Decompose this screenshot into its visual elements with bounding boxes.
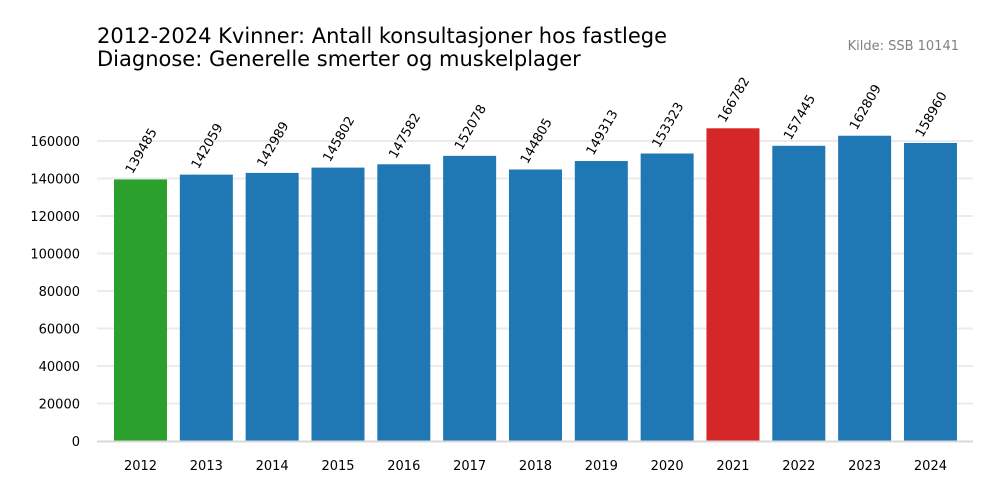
x-tick-label: 2017: [453, 459, 486, 474]
bar-2012: [114, 179, 167, 441]
x-tick-label: 2021: [716, 459, 749, 474]
chart-title: 2012-2024 Kvinner: Antall konsultasjoner…: [97, 24, 667, 48]
bar-2018: [508, 169, 562, 441]
bar-2019: [574, 161, 628, 441]
data-label: 153323: [650, 100, 688, 150]
y-tick-label: 20000: [39, 398, 80, 413]
bar-2016: [377, 164, 431, 441]
x-tick-label: 2020: [651, 459, 684, 474]
x-tick-label: 2016: [387, 459, 420, 474]
y-tick-label: 40000: [39, 360, 80, 375]
data-label: 142989: [255, 119, 293, 169]
x-tick-label: 2019: [585, 459, 618, 474]
data-label: 145802: [320, 114, 358, 164]
y-tick-label: 120000: [30, 210, 80, 225]
bar-2024: [903, 142, 957, 441]
y-tick-label: 80000: [39, 285, 80, 300]
data-label: 152078: [452, 102, 490, 152]
bar-2022: [772, 145, 826, 441]
data-label: 139485: [123, 126, 161, 176]
bar-2015: [311, 167, 365, 441]
data-label: 158960: [913, 89, 951, 139]
y-tick-label: 60000: [39, 323, 80, 338]
data-label: 149313: [584, 108, 622, 158]
data-label: 142059: [189, 121, 227, 171]
bar-2023: [838, 135, 892, 441]
x-tick-label: 2015: [321, 459, 354, 474]
x-tick-label: 2014: [256, 459, 289, 474]
bar-2017: [443, 155, 497, 441]
bar-2013: [179, 174, 233, 441]
data-label: 157445: [781, 92, 819, 142]
bar-2014: [245, 172, 299, 441]
y-tick-label: 160000: [30, 135, 80, 150]
x-tick-label: 2023: [848, 459, 881, 474]
source-label: Kilde: SSB 10141: [848, 39, 959, 54]
data-label: 162809: [847, 82, 885, 132]
chart-subtitle: Diagnose: Generelle smerter og muskelpla…: [97, 47, 581, 71]
x-tick-label: 2024: [914, 459, 947, 474]
x-tick-label: 2013: [190, 459, 223, 474]
bar-2020: [640, 153, 694, 441]
y-tick-label: 140000: [30, 173, 80, 188]
x-tick-label: 2012: [124, 459, 157, 474]
y-tick-label: 100000: [30, 248, 80, 263]
data-label: 147582: [386, 111, 424, 161]
bar-2021: [706, 128, 760, 441]
x-tick-label: 2022: [782, 459, 815, 474]
x-tick-label: 2018: [519, 459, 552, 474]
y-tick-label: 0: [72, 435, 80, 450]
data-label: 166782: [715, 75, 753, 125]
